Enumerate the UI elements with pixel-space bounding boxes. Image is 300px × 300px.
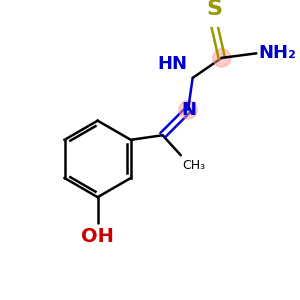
Text: HN: HN [158,56,188,74]
Text: CH₃: CH₃ [183,159,206,172]
Text: S: S [206,0,223,19]
Circle shape [213,49,231,67]
Text: OH: OH [81,227,114,246]
Text: N: N [182,101,196,119]
Circle shape [179,101,197,119]
Text: NH₂: NH₂ [258,44,296,62]
